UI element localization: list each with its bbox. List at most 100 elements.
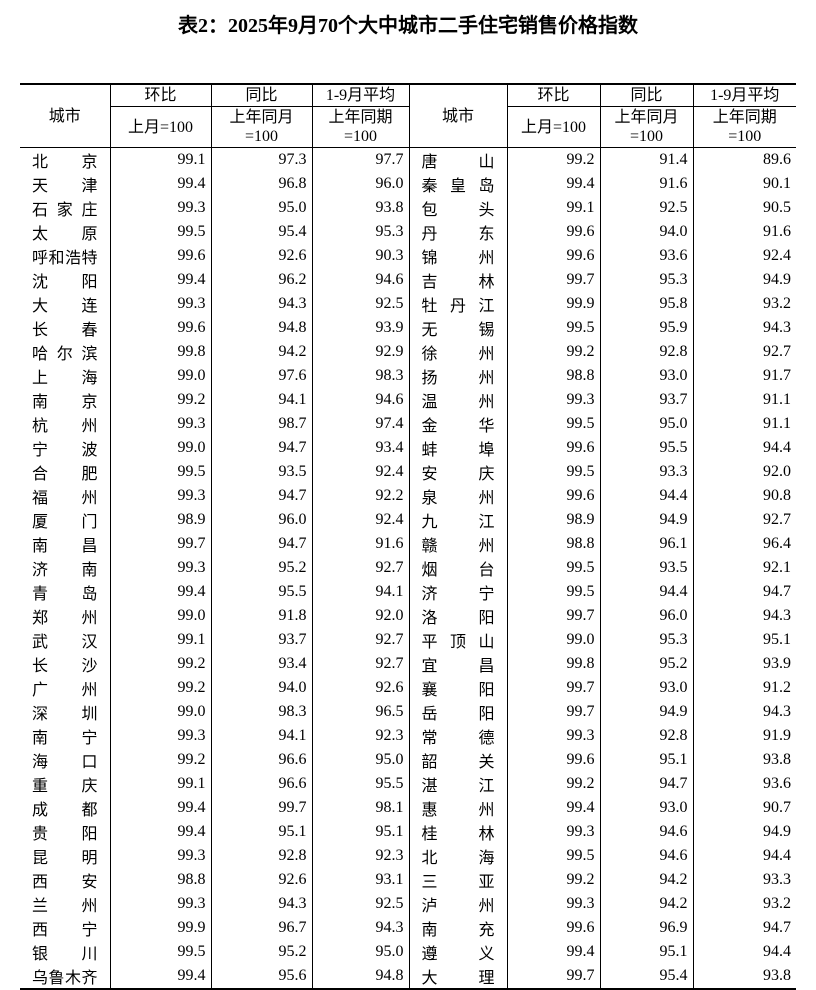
table-row: 银川 99.5 95.2 95.0 遵义 99.4 95.1 94.4 [20, 940, 796, 964]
city-name: 昆明 [32, 850, 98, 867]
city-cell: 韶关 [409, 748, 508, 772]
yoy-value: 95.2 [211, 940, 313, 964]
yoy-value: 94.4 [600, 484, 694, 508]
yoy-value: 94.3 [211, 892, 313, 916]
city-name: 三亚 [421, 874, 495, 891]
yoy-header-left: 同比 [211, 84, 313, 107]
city-cell: 杭州 [20, 412, 111, 436]
table-row: 西宁 99.9 96.7 94.3 南充 99.6 96.9 94.7 [20, 916, 796, 940]
city-name: 呼和浩特 [32, 250, 98, 267]
mom-value: 99.4 [110, 580, 212, 604]
city-cell: 昆明 [20, 844, 111, 868]
header-row-base: 上月=100 上年同月 =100 上年同期 =100 上月=100 上年同月 =100… [20, 106, 796, 148]
table-row: 上海 99.0 97.6 98.3 扬州 98.8 93.0 91.7 [20, 364, 796, 388]
yoy-value: 91.4 [600, 147, 694, 172]
city-name: 九江 [421, 514, 495, 531]
city-cell: 长春 [20, 316, 111, 340]
table-row: 昆明 99.3 92.8 92.3 北海 99.5 94.6 94.4 [20, 844, 796, 868]
mom-value: 99.5 [507, 844, 601, 868]
yoy-value: 92.5 [600, 196, 694, 220]
mom-value: 99.4 [507, 796, 601, 820]
yoy-value: 93.7 [211, 628, 313, 652]
mom-value: 99.2 [507, 772, 601, 796]
avg-value: 94.3 [763, 607, 791, 624]
page-title: 表2：2025年9月70个大中城市二手住宅销售价格指数 [178, 15, 638, 37]
city-cell: 三亚 [409, 868, 508, 892]
city-name: 石家庄 [32, 202, 98, 219]
yoy-value: 95.0 [600, 412, 694, 436]
city-cell: 泉州 [409, 484, 508, 508]
city-cell: 北京 [20, 147, 111, 172]
table-row: 成都 99.4 99.7 98.1 惠州 99.4 93.0 90.7 [20, 796, 796, 820]
city-name: 遵义 [421, 946, 495, 963]
city-cell: 牡丹江 [409, 292, 508, 316]
city-cell: 唐山 [409, 147, 508, 172]
yoy-value: 94.7 [211, 532, 313, 556]
city-name: 桂林 [421, 826, 495, 843]
avg-value: 90.1 [763, 175, 791, 192]
yoy-value: 95.5 [211, 580, 313, 604]
yoy-value: 97.6 [211, 364, 313, 388]
mom-value: 98.9 [507, 508, 601, 532]
mom-value: 99.0 [110, 436, 212, 460]
city-name: 杭州 [32, 418, 98, 435]
avg-value: 93.4 [312, 436, 410, 460]
avg-value: 95.0 [312, 940, 410, 964]
city-name: 烟台 [421, 562, 495, 579]
yoy-value: 97.3 [211, 147, 313, 172]
city-name: 济宁 [421, 586, 495, 603]
header-row-top: 城市 环比 同比 1-9月平均 城市 环比 同比 1-9月平均 [20, 84, 796, 148]
yoy-value: 94.6 [600, 844, 694, 868]
table-row: 西安 98.8 92.6 93.1 三亚 99.2 94.2 93.3 [20, 868, 796, 892]
avg-value: 92.7 [312, 556, 410, 580]
city-name: 南宁 [32, 730, 98, 747]
yoy-value: 95.6 [211, 964, 313, 989]
city-name: 郑州 [32, 610, 98, 627]
mom-value: 99.3 [110, 412, 212, 436]
mom-value: 99.3 [507, 724, 601, 748]
city-cell: 天津 [20, 172, 111, 196]
city-cell: 西安 [20, 868, 111, 892]
city-cell: 宜昌 [409, 652, 508, 676]
city-name: 哈尔滨 [32, 346, 98, 363]
city-name: 吉林 [421, 274, 495, 291]
mom-value: 99.4 [110, 172, 212, 196]
avg-value: 94.8 [312, 964, 410, 989]
yoy-value: 94.1 [211, 388, 313, 412]
avg-value: 94.6 [312, 268, 410, 292]
mom-value: 99.2 [507, 868, 601, 892]
avg-value: 94.1 [312, 580, 410, 604]
mom-value: 99.8 [110, 340, 212, 364]
yoy-value: 92.8 [600, 724, 694, 748]
city-cell: 银川 [20, 940, 111, 964]
avg-value: 89.6 [763, 151, 791, 168]
avg-value: 95.1 [312, 820, 410, 844]
mom-base-header-left: 上月=100 [110, 106, 212, 148]
city-cell: 蚌埠 [409, 436, 508, 460]
city-name: 锦州 [421, 250, 495, 267]
avg-value: 93.8 [763, 751, 791, 768]
yoy-value: 93.5 [600, 556, 694, 580]
city-cell: 湛江 [409, 772, 508, 796]
mom-value: 99.3 [110, 484, 212, 508]
yoy-value: 94.3 [211, 292, 313, 316]
avg-value: 92.3 [312, 724, 410, 748]
city-cell: 岳阳 [409, 700, 508, 724]
yoy-value: 96.2 [211, 268, 313, 292]
yoy-value: 94.6 [600, 820, 694, 844]
yoy-base-header-left: 上年同月 =100 [211, 106, 313, 148]
city-cell: 温州 [409, 388, 508, 412]
yoy-value: 95.9 [600, 316, 694, 340]
yoy-value: 95.0 [211, 196, 313, 220]
mom-value: 99.4 [507, 172, 601, 196]
city-name: 北海 [421, 850, 495, 867]
city-cell: 吉林 [409, 268, 508, 292]
mom-value: 99.3 [507, 892, 601, 916]
city-name: 无锡 [421, 322, 495, 339]
city-name: 天津 [32, 178, 98, 195]
avg-value: 93.9 [763, 655, 791, 672]
avg-value: 95.1 [763, 631, 791, 648]
city-name: 宁波 [32, 442, 98, 459]
yoy-value: 91.8 [211, 604, 313, 628]
table-row: 长春 99.6 94.8 93.9 无锡 99.5 95.9 94.3 [20, 316, 796, 340]
